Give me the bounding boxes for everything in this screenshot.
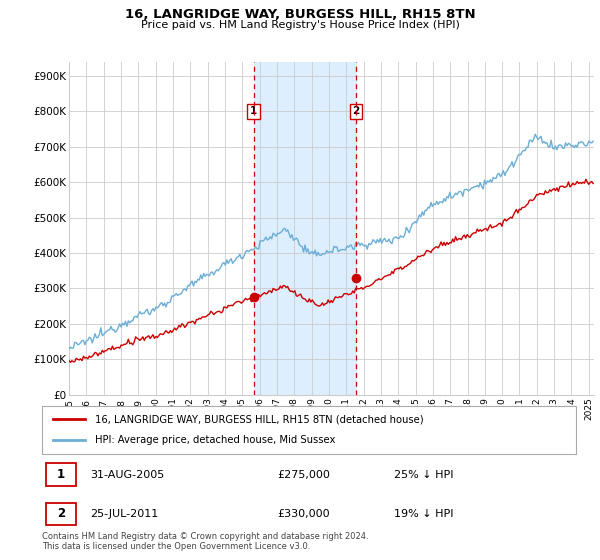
Text: 2: 2 xyxy=(352,106,360,116)
Text: 1: 1 xyxy=(57,468,65,481)
FancyBboxPatch shape xyxy=(46,503,76,525)
Text: Price paid vs. HM Land Registry's House Price Index (HPI): Price paid vs. HM Land Registry's House … xyxy=(140,20,460,30)
Bar xyxy=(254,62,356,395)
Text: £330,000: £330,000 xyxy=(277,509,329,519)
Text: 2: 2 xyxy=(57,507,65,520)
FancyBboxPatch shape xyxy=(46,464,76,486)
Text: 19% ↓ HPI: 19% ↓ HPI xyxy=(394,509,454,519)
Text: 16, LANGRIDGE WAY, BURGESS HILL, RH15 8TN (detached house): 16, LANGRIDGE WAY, BURGESS HILL, RH15 8T… xyxy=(95,414,424,424)
Text: 16, LANGRIDGE WAY, BURGESS HILL, RH15 8TN: 16, LANGRIDGE WAY, BURGESS HILL, RH15 8T… xyxy=(125,8,475,21)
Text: 1: 1 xyxy=(250,106,257,116)
Text: £275,000: £275,000 xyxy=(277,470,330,479)
Text: 31-AUG-2005: 31-AUG-2005 xyxy=(90,470,164,479)
Text: 25-JUL-2011: 25-JUL-2011 xyxy=(90,509,158,519)
Text: Contains HM Land Registry data © Crown copyright and database right 2024.
This d: Contains HM Land Registry data © Crown c… xyxy=(42,532,368,552)
Text: HPI: Average price, detached house, Mid Sussex: HPI: Average price, detached house, Mid … xyxy=(95,435,336,445)
Text: 25% ↓ HPI: 25% ↓ HPI xyxy=(394,470,454,479)
